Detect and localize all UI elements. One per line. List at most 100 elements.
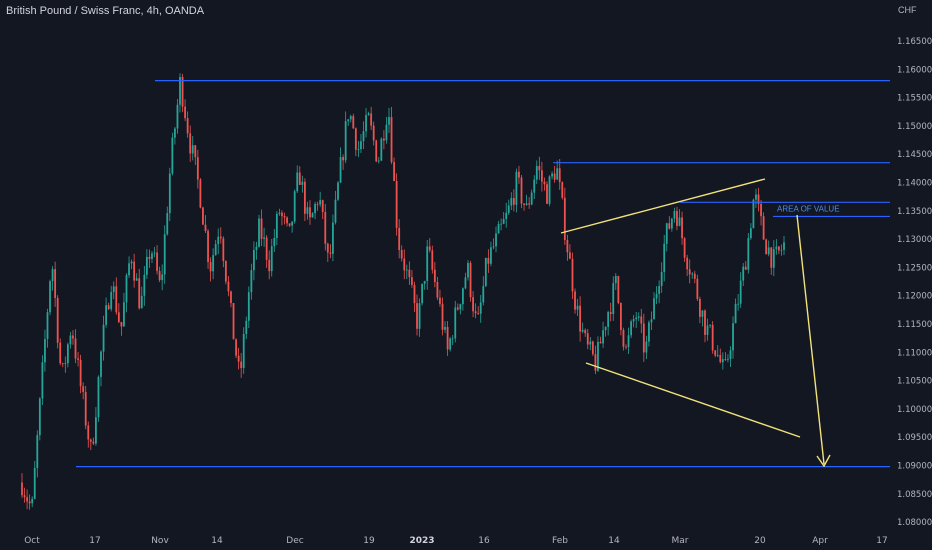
candles-layer bbox=[21, 73, 785, 510]
candle-body bbox=[82, 386, 85, 392]
candle-body bbox=[446, 326, 449, 350]
candle-body bbox=[138, 278, 141, 309]
candle-body bbox=[283, 216, 286, 218]
candle-body bbox=[416, 303, 418, 329]
candle-body bbox=[372, 125, 375, 141]
candle-body bbox=[339, 157, 342, 183]
candle-body bbox=[523, 203, 525, 205]
candle-body bbox=[734, 303, 737, 324]
candle-body bbox=[235, 339, 237, 356]
candle-body bbox=[472, 297, 474, 312]
candle-body bbox=[354, 128, 357, 150]
candle-body bbox=[589, 341, 592, 345]
candle-body bbox=[660, 271, 663, 286]
candle-body bbox=[123, 302, 125, 327]
candle-body bbox=[158, 271, 161, 281]
candle-body bbox=[571, 258, 574, 292]
candle-body bbox=[617, 275, 620, 303]
candle-body bbox=[112, 286, 115, 293]
candle-body bbox=[640, 316, 643, 324]
candle-body bbox=[344, 121, 347, 161]
candle-body bbox=[755, 194, 757, 200]
candle-body bbox=[747, 237, 750, 270]
candle-body bbox=[242, 333, 245, 369]
candle-body bbox=[44, 339, 46, 363]
candle-body bbox=[316, 203, 319, 205]
candle-body bbox=[569, 252, 571, 259]
candle-body bbox=[683, 238, 686, 258]
candle-body bbox=[670, 218, 673, 229]
candle-body bbox=[701, 310, 704, 317]
candle-body bbox=[525, 203, 528, 205]
candle-body bbox=[655, 293, 658, 299]
time-tick-label: Feb bbox=[552, 536, 568, 546]
price-tick-label: 1.16500 bbox=[897, 37, 932, 47]
candle-body bbox=[329, 252, 332, 254]
time-tick-label: 2023 bbox=[409, 536, 434, 546]
candle-body bbox=[92, 441, 95, 444]
candle-body bbox=[500, 223, 503, 225]
candle-body bbox=[303, 181, 306, 214]
candle-body bbox=[97, 376, 100, 418]
candle-body bbox=[196, 157, 199, 180]
candle-body bbox=[757, 194, 760, 204]
candle-body bbox=[181, 76, 184, 107]
candle-body bbox=[691, 273, 694, 275]
candle-body bbox=[247, 292, 250, 321]
time-axis[interactable]: Oct 17 Nov 14 Dec 19 2023 16 Feb 14 Mar 20 Apr 17 bbox=[24, 536, 888, 546]
candle-body bbox=[245, 320, 248, 334]
candle-body bbox=[161, 274, 164, 281]
time-tick-label: 16 bbox=[478, 536, 490, 546]
candle-body bbox=[767, 247, 770, 255]
candle-body bbox=[609, 312, 612, 314]
candle-body bbox=[349, 116, 352, 120]
candle-body bbox=[179, 76, 181, 105]
candle-body bbox=[719, 354, 722, 363]
candle-body bbox=[219, 236, 222, 239]
candle-body bbox=[72, 335, 74, 339]
candle-body bbox=[174, 128, 176, 138]
price-tick-label: 1.12500 bbox=[897, 263, 932, 273]
candle-body bbox=[505, 212, 508, 219]
candle-body bbox=[400, 249, 403, 259]
candle-body bbox=[581, 329, 584, 332]
candle-body bbox=[477, 313, 480, 314]
candle-body bbox=[561, 182, 564, 198]
candle-body bbox=[393, 162, 395, 181]
candle-body bbox=[33, 468, 36, 499]
candle-body bbox=[56, 297, 59, 343]
candle-body bbox=[191, 145, 194, 154]
candle-body bbox=[732, 323, 734, 351]
candle-body bbox=[133, 261, 136, 281]
candle-body bbox=[543, 181, 546, 185]
candle-body bbox=[202, 207, 204, 225]
candle-body bbox=[38, 398, 41, 436]
candle-body bbox=[461, 288, 464, 305]
candle-body bbox=[727, 358, 729, 360]
candle-body bbox=[762, 216, 765, 240]
candle-body bbox=[184, 106, 187, 119]
candle-body bbox=[495, 233, 497, 247]
candle-body bbox=[51, 269, 54, 282]
candle-body bbox=[599, 341, 602, 344]
candle-body bbox=[84, 391, 87, 426]
candle-body bbox=[737, 303, 740, 305]
candle-body bbox=[61, 363, 64, 365]
candle-body bbox=[546, 184, 548, 204]
candle-body bbox=[334, 199, 337, 223]
candle-body bbox=[326, 243, 329, 253]
candle-body bbox=[772, 249, 775, 268]
candle-body bbox=[594, 354, 597, 371]
candle-body bbox=[66, 344, 69, 364]
candle-body bbox=[380, 138, 383, 161]
candle-body bbox=[382, 138, 385, 141]
candle-body bbox=[105, 305, 108, 325]
candle-body bbox=[95, 417, 97, 444]
candle-body bbox=[540, 170, 543, 182]
candle-body bbox=[270, 246, 273, 272]
candle-body bbox=[556, 168, 559, 180]
candle-body bbox=[579, 305, 582, 332]
candle-body bbox=[253, 249, 255, 271]
price-axis[interactable]: 1.16500 1.16000 1.15500 1.15000 1.14500 1.140… bbox=[897, 37, 932, 528]
